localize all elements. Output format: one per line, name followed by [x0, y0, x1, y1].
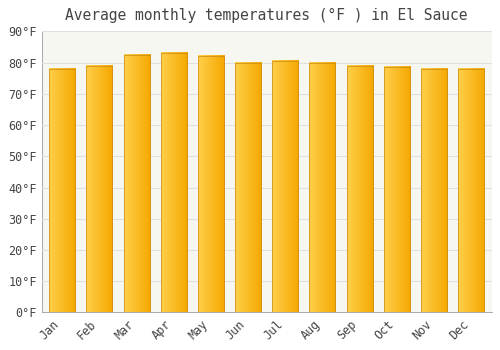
Bar	[198, 56, 224, 313]
Bar	[124, 55, 150, 313]
Bar	[272, 61, 298, 313]
Bar	[86, 66, 113, 313]
Bar	[346, 66, 372, 313]
Bar	[421, 69, 447, 313]
Bar	[49, 69, 75, 313]
Bar	[310, 63, 336, 313]
Bar	[458, 69, 484, 313]
Bar	[160, 53, 186, 313]
Bar	[235, 63, 261, 313]
Title: Average monthly temperatures (°F ) in El Sauce: Average monthly temperatures (°F ) in El…	[66, 8, 468, 23]
Bar	[384, 67, 410, 313]
